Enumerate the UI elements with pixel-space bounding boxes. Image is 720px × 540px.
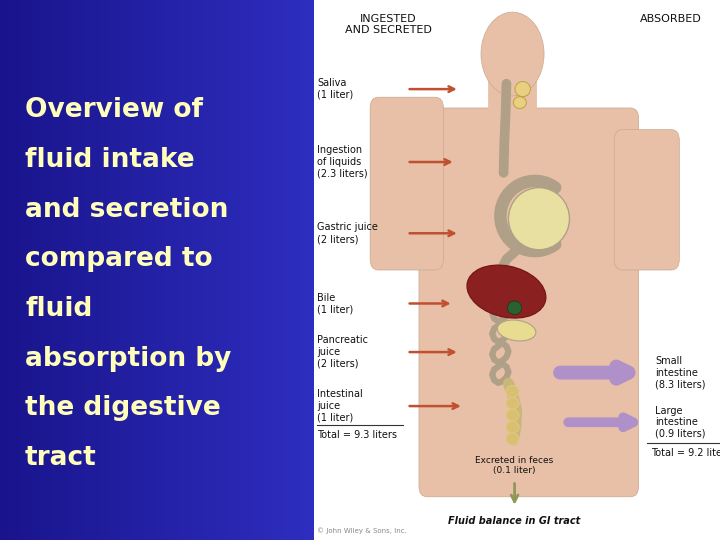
FancyBboxPatch shape [488, 70, 537, 124]
Ellipse shape [513, 97, 526, 109]
Text: © John Wiley & Sons, Inc.: © John Wiley & Sons, Inc. [318, 527, 407, 534]
Text: Excreted in feces
(0.1 liter): Excreted in feces (0.1 liter) [475, 456, 554, 475]
Text: Pancreatic
juice
(2 liters): Pancreatic juice (2 liters) [318, 335, 368, 369]
Text: Bile
(1 liter): Bile (1 liter) [318, 293, 354, 314]
Ellipse shape [481, 12, 544, 96]
Text: the digestive: the digestive [25, 395, 221, 421]
Text: Gastric juice
(2 liters): Gastric juice (2 liters) [318, 222, 378, 244]
FancyBboxPatch shape [419, 108, 639, 497]
Text: fluid: fluid [25, 296, 92, 322]
Text: tract: tract [25, 445, 96, 471]
Ellipse shape [508, 187, 570, 249]
Text: Small
intestine
(8.3 liters): Small intestine (8.3 liters) [655, 356, 706, 389]
Ellipse shape [506, 386, 519, 397]
Text: and secretion: and secretion [25, 197, 228, 222]
Ellipse shape [506, 397, 519, 409]
Text: Total = 9.2 liters: Total = 9.2 liters [651, 448, 720, 458]
FancyBboxPatch shape [614, 130, 679, 270]
Ellipse shape [508, 301, 522, 314]
Text: Fluid balance in GI tract: Fluid balance in GI tract [449, 516, 581, 526]
Text: INGESTED
AND SECRETED: INGESTED AND SECRETED [345, 14, 432, 35]
Ellipse shape [506, 409, 519, 421]
Ellipse shape [506, 433, 519, 445]
Text: Intestinal
juice
(1 liter): Intestinal juice (1 liter) [318, 389, 363, 423]
Text: absorption by: absorption by [25, 346, 231, 372]
Text: ABSORBED: ABSORBED [640, 14, 702, 24]
Text: Overview of: Overview of [25, 97, 203, 123]
Ellipse shape [467, 265, 546, 318]
Ellipse shape [506, 421, 519, 433]
Text: fluid intake: fluid intake [25, 147, 194, 173]
Text: Ingestion
of liquids
(2.3 liters): Ingestion of liquids (2.3 liters) [318, 145, 368, 179]
Text: Total = 9.3 liters: Total = 9.3 liters [318, 430, 397, 441]
Ellipse shape [498, 320, 536, 341]
FancyBboxPatch shape [370, 97, 444, 270]
Text: compared to: compared to [25, 246, 212, 272]
Text: Saliva
(1 liter): Saliva (1 liter) [318, 78, 354, 100]
Text: Large
intestine
(0.9 liters): Large intestine (0.9 liters) [655, 406, 706, 439]
Ellipse shape [515, 82, 531, 97]
